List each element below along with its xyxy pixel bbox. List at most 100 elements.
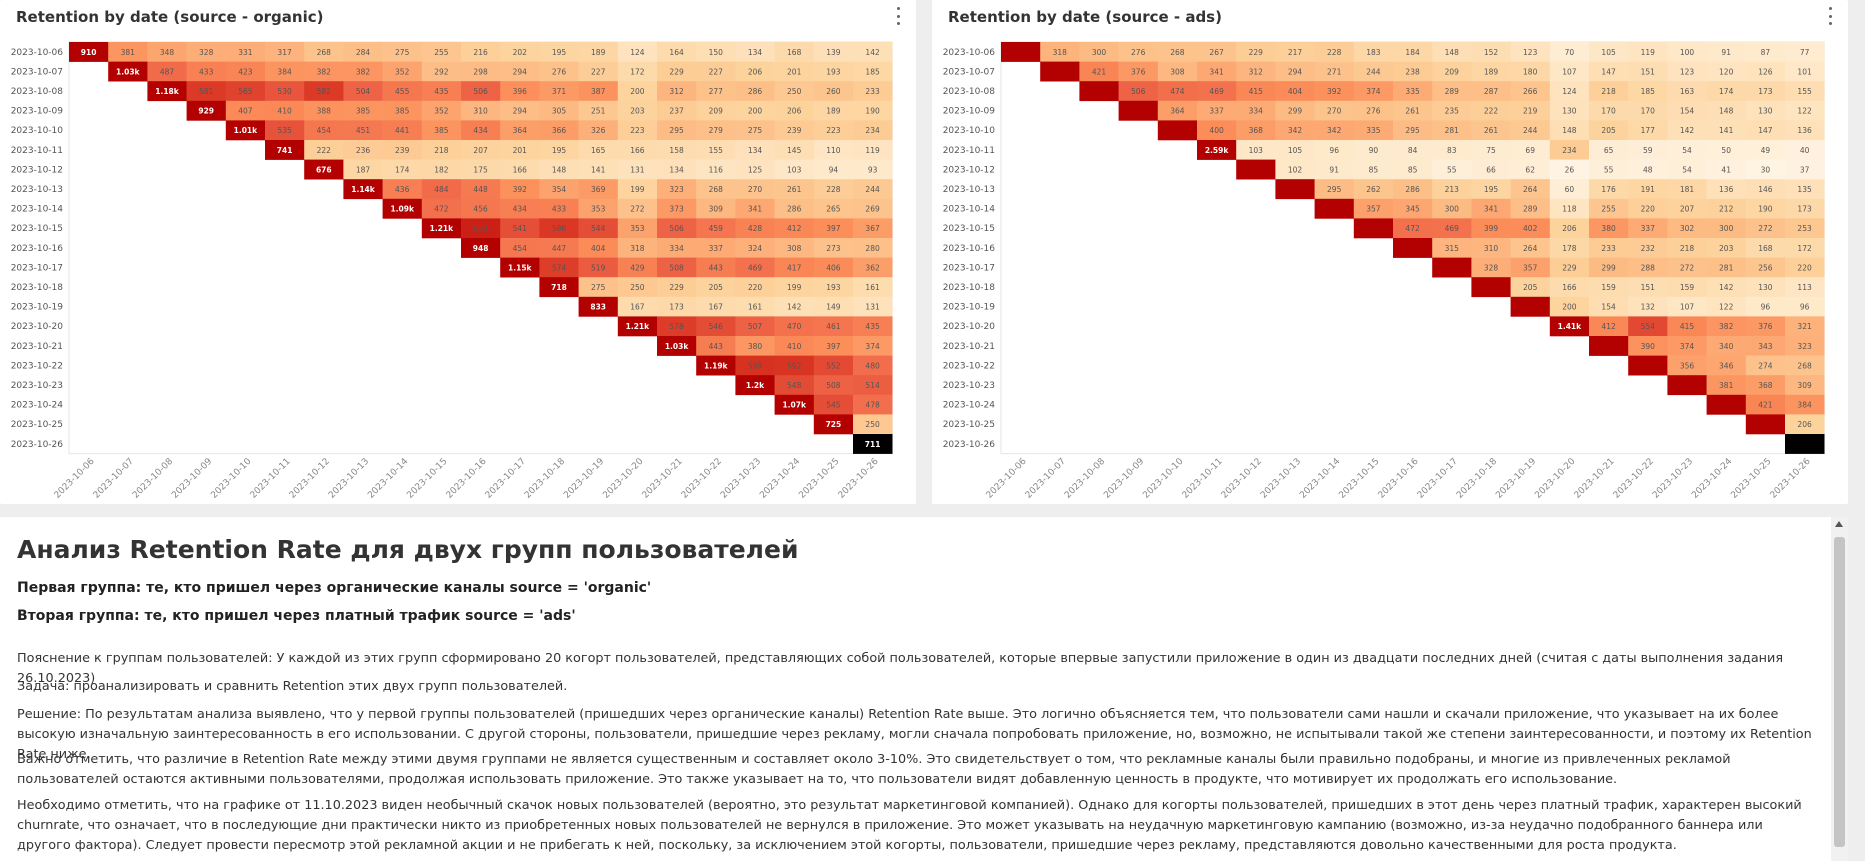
heatmap-cell[interactable] [657, 257, 697, 278]
heatmap-cell[interactable] [1510, 277, 1551, 298]
scroll-up-icon[interactable] [1835, 521, 1843, 527]
heatmap-cell[interactable] [853, 257, 893, 278]
heatmap-cell[interactable] [1667, 238, 1707, 258]
heatmap-cell[interactable] [225, 120, 266, 141]
heatmap-cell[interactable] [382, 100, 423, 121]
heatmap-cell[interactable] [1393, 42, 1433, 62]
heatmap-cell[interactable] [657, 81, 697, 102]
heatmap-cell[interactable] [1667, 140, 1707, 160]
heatmap-cell[interactable] [421, 198, 462, 219]
heatmap-cell[interactable] [578, 238, 619, 258]
heatmap-cell[interactable] [1471, 238, 1511, 258]
heatmap-cell[interactable] [421, 120, 462, 141]
heatmap-cell[interactable] [1510, 218, 1551, 239]
heatmap-cell[interactable] [1314, 61, 1355, 82]
heatmap-cell[interactable] [1549, 100, 1590, 121]
heatmap-cell[interactable] [735, 238, 775, 258]
heatmap-cell[interactable] [735, 218, 775, 239]
heatmap-cell[interactable] [343, 42, 383, 62]
heatmap-cell[interactable] [657, 159, 697, 180]
heatmap-cell[interactable] [304, 81, 344, 102]
heatmap-cell[interactable] [1510, 61, 1551, 82]
heatmap-cell[interactable] [500, 81, 540, 102]
heatmap-cell[interactable] [1628, 179, 1668, 200]
heatmap-cell[interactable] [1745, 394, 1786, 415]
heatmap-cell[interactable] [1353, 140, 1394, 160]
heatmap-cell[interactable] [1275, 120, 1315, 141]
heatmap-cell[interactable] [774, 42, 815, 62]
heatmap-cell[interactable] [1549, 159, 1590, 180]
heatmap-cell[interactable] [735, 120, 775, 141]
heatmap-cell[interactable] [1745, 100, 1786, 121]
heatmap-cell[interactable] [1745, 120, 1786, 141]
heatmap-cell[interactable] [1667, 61, 1707, 82]
heatmap-cell[interactable] [1706, 218, 1747, 239]
heatmap-cell[interactable] [1785, 159, 1825, 180]
heatmap-cell[interactable] [1785, 296, 1825, 317]
heatmap-cell[interactable] [539, 218, 579, 239]
heatmap-cell[interactable] [1628, 355, 1668, 376]
heatmap-cell[interactable] [1667, 296, 1707, 317]
heatmap-cell[interactable] [853, 394, 893, 415]
heatmap-cell[interactable] [147, 42, 187, 62]
heatmap-cell[interactable] [657, 316, 697, 337]
heatmap-cell[interactable] [1236, 159, 1276, 180]
heatmap-cell[interactable] [617, 316, 658, 337]
heatmap-cell[interactable] [1432, 179, 1472, 200]
heatmap-cell[interactable] [813, 296, 854, 317]
heatmap-cell[interactable] [1785, 238, 1825, 258]
heatmap-cell[interactable] [539, 100, 579, 121]
heatmap-cell[interactable] [1667, 179, 1707, 200]
heatmap-cell[interactable] [813, 42, 854, 62]
heatmap-cell[interactable] [1510, 42, 1551, 62]
heatmap-cell[interactable] [1589, 277, 1629, 298]
heatmap-cell[interactable] [1432, 238, 1472, 258]
heatmap-cell[interactable] [813, 277, 854, 298]
heatmap-cell[interactable] [304, 42, 344, 62]
heatmap-cell[interactable] [1471, 120, 1511, 141]
heatmap-cell[interactable] [774, 238, 815, 258]
heatmap-cell[interactable] [1628, 336, 1668, 356]
heatmap-cell[interactable] [1001, 42, 1041, 62]
heatmap-cell[interactable] [578, 198, 619, 219]
heatmap-cell[interactable] [382, 120, 423, 141]
heatmap-cell[interactable] [1275, 42, 1315, 62]
heatmap-cell[interactable] [1118, 61, 1159, 82]
heatmap-cell[interactable] [1706, 296, 1747, 317]
heatmap-cell[interactable] [1628, 257, 1668, 278]
heatmap-cell[interactable] [1628, 218, 1668, 239]
heatmap-cell[interactable] [1745, 218, 1786, 239]
heatmap-cell[interactable] [774, 218, 815, 239]
heatmap-cell[interactable] [1549, 296, 1590, 317]
heatmap-cell[interactable] [1549, 316, 1590, 337]
heatmap-cell[interactable] [225, 61, 266, 82]
heatmap-cell[interactable] [1353, 61, 1394, 82]
heatmap-cell[interactable] [1667, 120, 1707, 141]
heatmap-cell[interactable] [1118, 81, 1159, 102]
heatmap-cell[interactable] [265, 81, 305, 102]
heatmap-cell[interactable] [1197, 61, 1237, 82]
heatmap-cell[interactable] [617, 81, 658, 102]
heatmap-cell[interactable] [1236, 81, 1276, 102]
heatmap-cell[interactable] [1353, 159, 1394, 180]
heatmap-cell[interactable] [500, 179, 540, 200]
heatmap-cell[interactable] [539, 42, 579, 62]
heatmap-cell[interactable] [1745, 42, 1786, 62]
heatmap-cell[interactable] [1314, 81, 1355, 102]
heatmap-cell[interactable] [735, 277, 775, 298]
heatmap-cell[interactable] [774, 316, 815, 337]
heatmap-cell[interactable] [853, 179, 893, 200]
heatmap-cell[interactable] [853, 414, 893, 435]
heatmap-cell[interactable] [1628, 120, 1668, 141]
heatmap-cell[interactable] [1589, 100, 1629, 121]
heatmap-cell[interactable] [774, 179, 815, 200]
heatmap-cell[interactable] [500, 218, 540, 239]
heatmap-cell[interactable] [1785, 394, 1825, 415]
heatmap-cell[interactable] [1706, 61, 1747, 82]
heatmap-cell[interactable] [1197, 120, 1237, 141]
heatmap-cell[interactable] [147, 61, 187, 82]
heatmap-cell[interactable] [1589, 218, 1629, 239]
heatmap-cell[interactable] [1745, 277, 1786, 298]
heatmap-cell[interactable] [1510, 198, 1551, 219]
heatmap-cell[interactable] [500, 238, 540, 258]
